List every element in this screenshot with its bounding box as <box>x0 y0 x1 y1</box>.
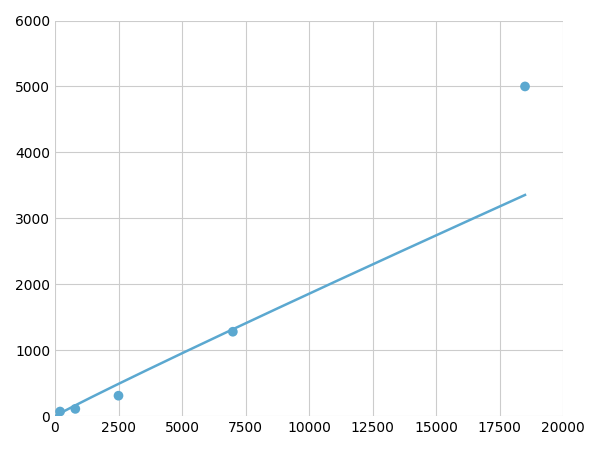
Point <box>114 392 124 399</box>
Point <box>71 405 80 413</box>
Point <box>55 408 65 415</box>
Point <box>520 83 530 90</box>
Point <box>228 328 238 335</box>
